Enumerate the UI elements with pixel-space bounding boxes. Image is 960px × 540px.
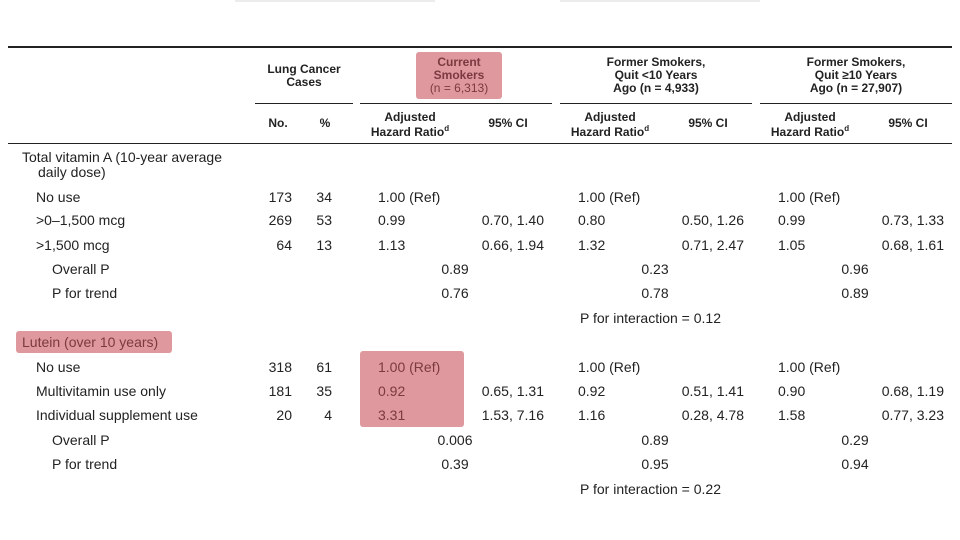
cell-no: 20 [276,407,292,423]
cell-hr-current: 1.13 [378,237,406,253]
overall-p-former-ge10: 0.29 [841,432,869,448]
overall-p-former-ge10: 0.96 [841,261,869,277]
cell-hr-current: 1.00 (Ref) [378,189,441,205]
subheader-ahr-former-lt10: Adjusted Hazard Ratiod [570,110,650,139]
cell-hr-former-ge10: 0.90 [778,383,806,399]
p-trend-former-lt10: 0.78 [641,285,669,301]
p-trend-former-lt10: 0.95 [641,456,669,472]
cell-ci-current: 0.66, 1.94 [481,237,544,253]
cell-hr-current: 3.31 [378,407,406,423]
cell-ci-former-ge10: 0.73, 1.33 [881,212,944,228]
p-interaction-lutein: P for interaction = 0.22 [580,481,721,497]
cell-pct: 61 [316,359,332,375]
section-title-lutein: Lutein (over 10 years) [22,334,159,350]
cell-hr-current: 1.00 (Ref) [378,359,441,375]
cell-ci-current: 0.65, 1.31 [481,383,544,399]
cell-hr-former-ge10: 1.00 (Ref) [778,359,841,375]
cell-no: 318 [268,359,292,375]
subheader-ahr-current: Adjusted Hazard Ratiod [370,110,450,139]
cell-hr-former-lt10: 0.80 [578,212,606,228]
row-label: >1,500 mcg [36,237,110,253]
p-interaction-vitamin-a: P for interaction = 0.12 [580,310,721,326]
header-current-smokers: Current Smokers (n = 6,313) [429,55,489,95]
cell-ci-former-lt10: 0.28, 4.78 [681,407,744,423]
row-label: Multivitamin use only [36,383,166,399]
overall-p-current: 0.89 [441,261,469,277]
cell-pct: 34 [316,189,332,205]
header-former-ge10: Former Smokers, Quit ≥10 Years Ago (n = 27… [806,55,906,95]
cell-pct: 4 [324,407,332,423]
row-label: No use [36,359,81,375]
p-trend-current: 0.76 [441,285,469,301]
current-smokers-highlight [416,52,502,99]
lutein-highlight [16,331,172,353]
row-label: >0–1,500 mcg [36,212,126,228]
cell-no: 64 [276,237,292,253]
cell-ci-former-ge10: 0.68, 1.19 [881,383,944,399]
p-trend-label: P for trend [52,456,118,472]
subheader-no: No. [268,116,288,130]
subheader-ci-current: 95% CI [488,116,528,130]
header-bottom-rule [8,143,952,144]
cell-ci-former-ge10: 0.77, 3.23 [881,407,944,423]
cases-rule [255,103,353,104]
p-trend-current: 0.39 [441,456,469,472]
table-top-rule [8,46,952,48]
top-strip [560,0,760,2]
subheader-pct: % [319,116,331,130]
cell-hr-former-lt10: 1.00 (Ref) [578,189,641,205]
cell-hr-former-ge10: 0.99 [778,212,806,228]
cell-no: 173 [268,189,292,205]
current-rule [360,103,552,104]
cell-ci-former-lt10: 0.50, 1.26 [681,212,744,228]
overall-p-label: Overall P [52,432,110,448]
p-trend-label: P for trend [52,285,118,301]
cell-pct: 35 [316,383,332,399]
cell-hr-former-lt10: 1.16 [578,407,606,423]
subheader-ci-former-ge10: 95% CI [888,116,928,130]
cell-hr-former-lt10: 1.00 (Ref) [578,359,641,375]
lutein-current-hr-highlight [360,351,464,427]
top-strip [235,0,435,2]
former-lt10-rule [560,103,752,104]
cell-pct: 53 [316,212,332,228]
cell-hr-former-lt10: 0.92 [578,383,606,399]
row-label: Individual supplement use [36,407,198,423]
header-lung-cancer-cases: Lung Cancer Cases [267,62,341,89]
cell-hr-former-lt10: 1.32 [578,237,606,253]
cell-hr-former-ge10: 1.58 [778,407,806,423]
row-label: No use [36,189,81,205]
subheader-ahr-former-ge10: Adjusted Hazard Ratiod [770,110,850,139]
cell-pct: 13 [316,237,332,253]
cell-no: 181 [268,383,292,399]
cell-ci-former-ge10: 0.68, 1.61 [881,237,944,253]
overall-p-label: Overall P [52,261,110,277]
cell-ci-former-lt10: 0.71, 2.47 [681,237,744,253]
p-trend-former-ge10: 0.94 [841,456,869,472]
cell-no: 269 [268,212,292,228]
cell-hr-former-ge10: 1.05 [778,237,806,253]
header-former-lt10: Former Smokers, Quit <10 Years Ago (n = 4,… [606,55,706,95]
subheader-ci-former-lt10: 95% CI [688,116,728,130]
cell-hr-current: 0.99 [378,212,406,228]
cell-ci-current: 0.70, 1.40 [481,212,544,228]
overall-p-former-lt10: 0.89 [641,432,669,448]
overall-p-current: 0.006 [437,432,473,448]
section-title-vitamin-a: Total vitamin A (10-year average daily d… [22,149,222,180]
overall-p-former-lt10: 0.23 [641,261,669,277]
p-trend-former-ge10: 0.89 [841,285,869,301]
former-ge10-rule [760,103,952,104]
cell-hr-former-ge10: 1.00 (Ref) [778,189,841,205]
cell-hr-current: 0.92 [378,383,406,399]
cell-ci-former-lt10: 0.51, 1.41 [681,383,744,399]
cell-ci-current: 1.53, 7.16 [481,407,544,423]
